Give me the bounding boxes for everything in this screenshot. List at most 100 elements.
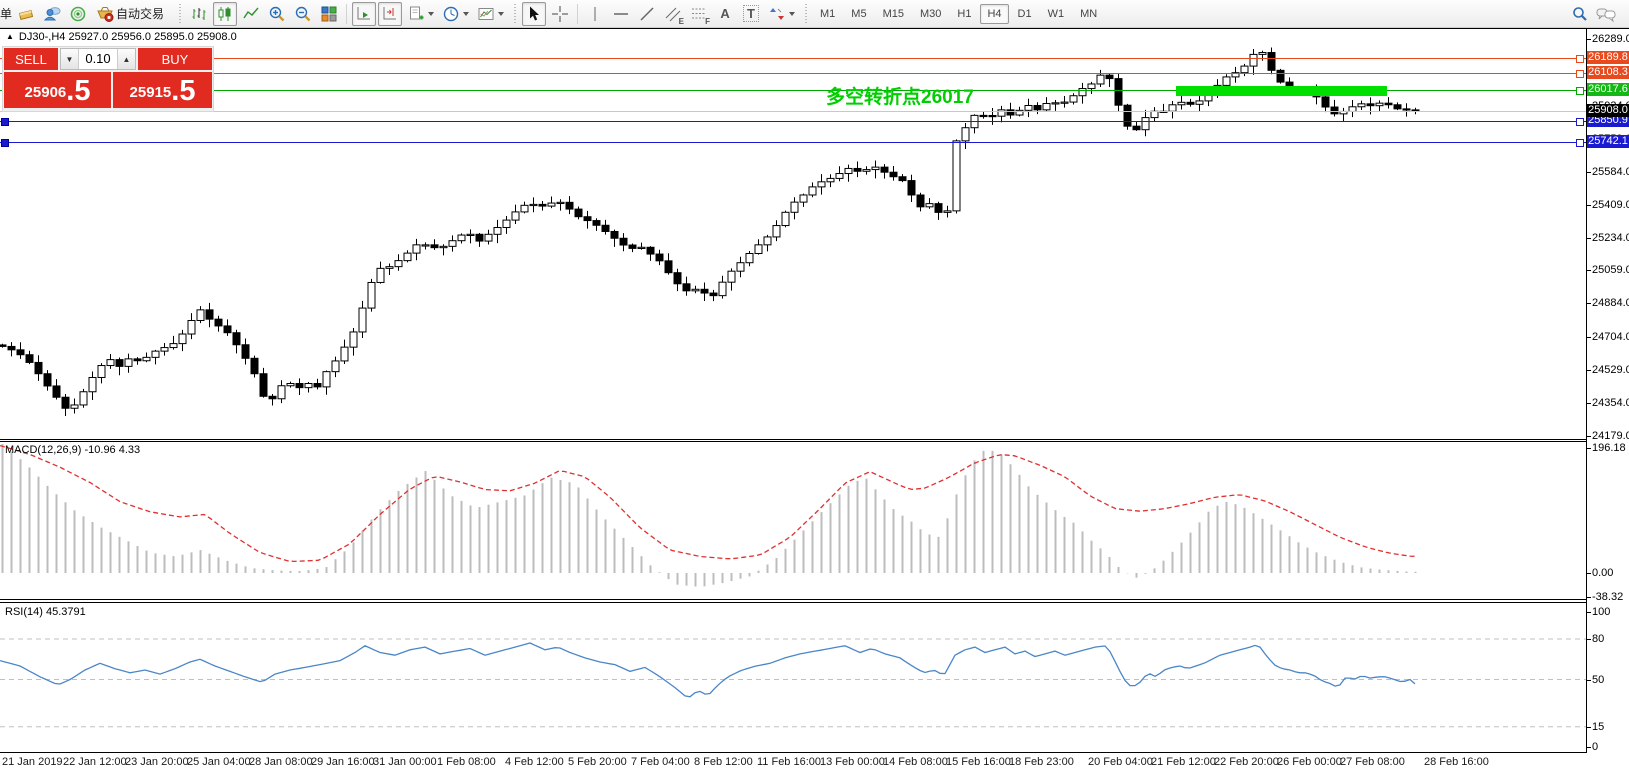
fibonacci-glyph: F xyxy=(705,16,711,26)
level-line-26108.3[interactable] xyxy=(0,72,1586,74)
time-axis-label: 27 Feb 08:00 xyxy=(1340,756,1405,768)
rsi-name: RSI(14) xyxy=(5,606,43,618)
level-line-25850.9[interactable] xyxy=(0,121,1586,123)
search-icon xyxy=(1571,5,1589,23)
timeframe-d1-button[interactable]: D1 xyxy=(1017,7,1032,20)
price-level-label: 26189.8 xyxy=(1587,50,1629,64)
highlight-zone[interactable] xyxy=(1176,86,1387,96)
text-icon: A xyxy=(720,6,730,21)
timeframe-mn-button[interactable]: MN xyxy=(1080,7,1098,20)
crosshair-button[interactable] xyxy=(548,2,572,26)
buy-price[interactable]: 25915.5 xyxy=(113,72,212,108)
rsi-tick xyxy=(1586,639,1591,640)
text-button[interactable]: A xyxy=(713,2,737,26)
buy-button[interactable]: BUY xyxy=(138,48,212,70)
chevron-down-icon xyxy=(428,11,435,16)
price-tick-label: 25584.0 xyxy=(1592,165,1629,178)
level-line-26189.8[interactable] xyxy=(0,57,1586,59)
panel-collapse-arrow[interactable]: ▲ xyxy=(6,32,14,41)
text-label-icon: T xyxy=(743,5,759,22)
price-tick xyxy=(1586,337,1591,339)
timeframe-m30-button[interactable]: M30 xyxy=(919,7,942,20)
price-tick xyxy=(1586,171,1591,173)
line-handle-right[interactable] xyxy=(1576,138,1584,147)
line-handle-right[interactable] xyxy=(1576,118,1584,127)
candlestick-chart-button[interactable] xyxy=(213,1,238,26)
periods-button[interactable] xyxy=(439,2,472,26)
time-axis-label: 15 Feb 16:00 xyxy=(946,756,1011,768)
timeframe-h1-button[interactable]: H1 xyxy=(957,7,972,20)
chat-icon xyxy=(1596,5,1616,23)
cursor-icon xyxy=(525,5,543,23)
price-level-label: 25742.1 xyxy=(1587,134,1629,148)
rsi-tick xyxy=(1586,612,1591,613)
line-handle-right[interactable] xyxy=(1576,87,1584,96)
bid-price-label: 25908.0 xyxy=(1587,103,1629,117)
autotrading-icon xyxy=(96,5,114,23)
time-axis-label: 5 Feb 20:00 xyxy=(568,756,627,768)
timeframe-h4-button[interactable]: H4 xyxy=(980,3,1009,24)
signals-button[interactable] xyxy=(66,2,90,26)
rsi-tick-label: 0 xyxy=(1592,741,1599,753)
annotation-text[interactable]: 多空转折点26017 xyxy=(826,87,974,108)
level-line-25742.1[interactable] xyxy=(0,141,1586,143)
volume-up-button[interactable]: ▲ xyxy=(117,49,135,69)
timeframe-m1-button[interactable]: M1 xyxy=(820,7,836,20)
time-axis-label: 28 Feb 16:00 xyxy=(1424,756,1489,768)
toolbar-grip[interactable] xyxy=(176,3,184,24)
line-handle-left[interactable] xyxy=(1,118,9,127)
horizontal-line-button[interactable] xyxy=(609,2,633,26)
line-handle-left[interactable] xyxy=(1,138,9,147)
search-button[interactable] xyxy=(1568,2,1592,26)
cursor-button[interactable] xyxy=(522,1,547,26)
templates-button[interactable] xyxy=(474,2,507,26)
price-tick-label: 24884.0 xyxy=(1592,297,1629,310)
macd-tick xyxy=(1586,597,1591,599)
toolbar-grip[interactable] xyxy=(511,3,519,24)
add-indicator-button[interactable] xyxy=(404,2,437,26)
rsi-tick-label: 50 xyxy=(1592,673,1605,686)
time-axis-label: 21 Jan 2019 xyxy=(2,756,63,768)
line-handle-right[interactable] xyxy=(1576,54,1584,63)
chat-button[interactable] xyxy=(1594,2,1618,26)
market-button[interactable] xyxy=(14,2,38,26)
time-axis-label: 18 Feb 23:00 xyxy=(1009,756,1074,768)
auto-scroll-button[interactable] xyxy=(352,1,377,26)
rsi-label: RSI(14) 45.3791 xyxy=(5,606,86,618)
volume-down-button[interactable]: ▼ xyxy=(61,49,79,69)
level-line-26017.6[interactable] xyxy=(0,90,1586,92)
toolbar-grip[interactable] xyxy=(802,3,810,24)
time-axis-label: 1 Feb 08:00 xyxy=(437,756,496,768)
price-tick-label: 26289.0 xyxy=(1592,33,1629,45)
chart-shift-button[interactable] xyxy=(378,1,403,26)
sell-button[interactable]: SELL xyxy=(4,48,58,70)
price-tick-label: 25234.0 xyxy=(1592,231,1629,244)
zoom-in-button[interactable] xyxy=(265,2,289,26)
arrows-icon xyxy=(768,5,786,23)
zoom-out-button[interactable] xyxy=(291,2,315,26)
timeframe-m15-button[interactable]: M15 xyxy=(882,7,904,20)
line-handle-right[interactable] xyxy=(1576,69,1584,78)
timeframe-w1-button[interactable]: W1 xyxy=(1047,7,1065,20)
trendline-button[interactable] xyxy=(635,2,659,26)
timeframe-m5-button[interactable]: M5 xyxy=(851,7,867,20)
autotrading-button[interactable]: 自动交易 xyxy=(92,2,172,26)
sell-price[interactable]: 25906.5 xyxy=(4,72,111,108)
volume-input[interactable]: 0.10 xyxy=(79,49,117,69)
time-axis-label: 31 Jan 00:00 xyxy=(373,756,437,768)
community-button[interactable] xyxy=(40,2,64,26)
bar-chart-button[interactable] xyxy=(187,2,211,26)
arrows-button[interactable] xyxy=(765,2,798,26)
equidistant-channel-button[interactable]: E xyxy=(661,2,685,26)
price-tick xyxy=(1586,303,1591,305)
text-label-button[interactable]: T xyxy=(739,2,763,26)
sell-price-pips: .5 xyxy=(66,75,91,107)
vertical-line-button[interactable] xyxy=(583,2,607,26)
tile-windows-button[interactable] xyxy=(317,2,341,26)
price-tick-label: 24529.0 xyxy=(1592,364,1629,377)
fibonacci-button[interactable]: F xyxy=(687,2,711,26)
horizontal-line-icon xyxy=(612,5,630,23)
new-order-button[interactable]: 单 xyxy=(0,7,13,21)
line-chart-button[interactable] xyxy=(239,2,263,26)
